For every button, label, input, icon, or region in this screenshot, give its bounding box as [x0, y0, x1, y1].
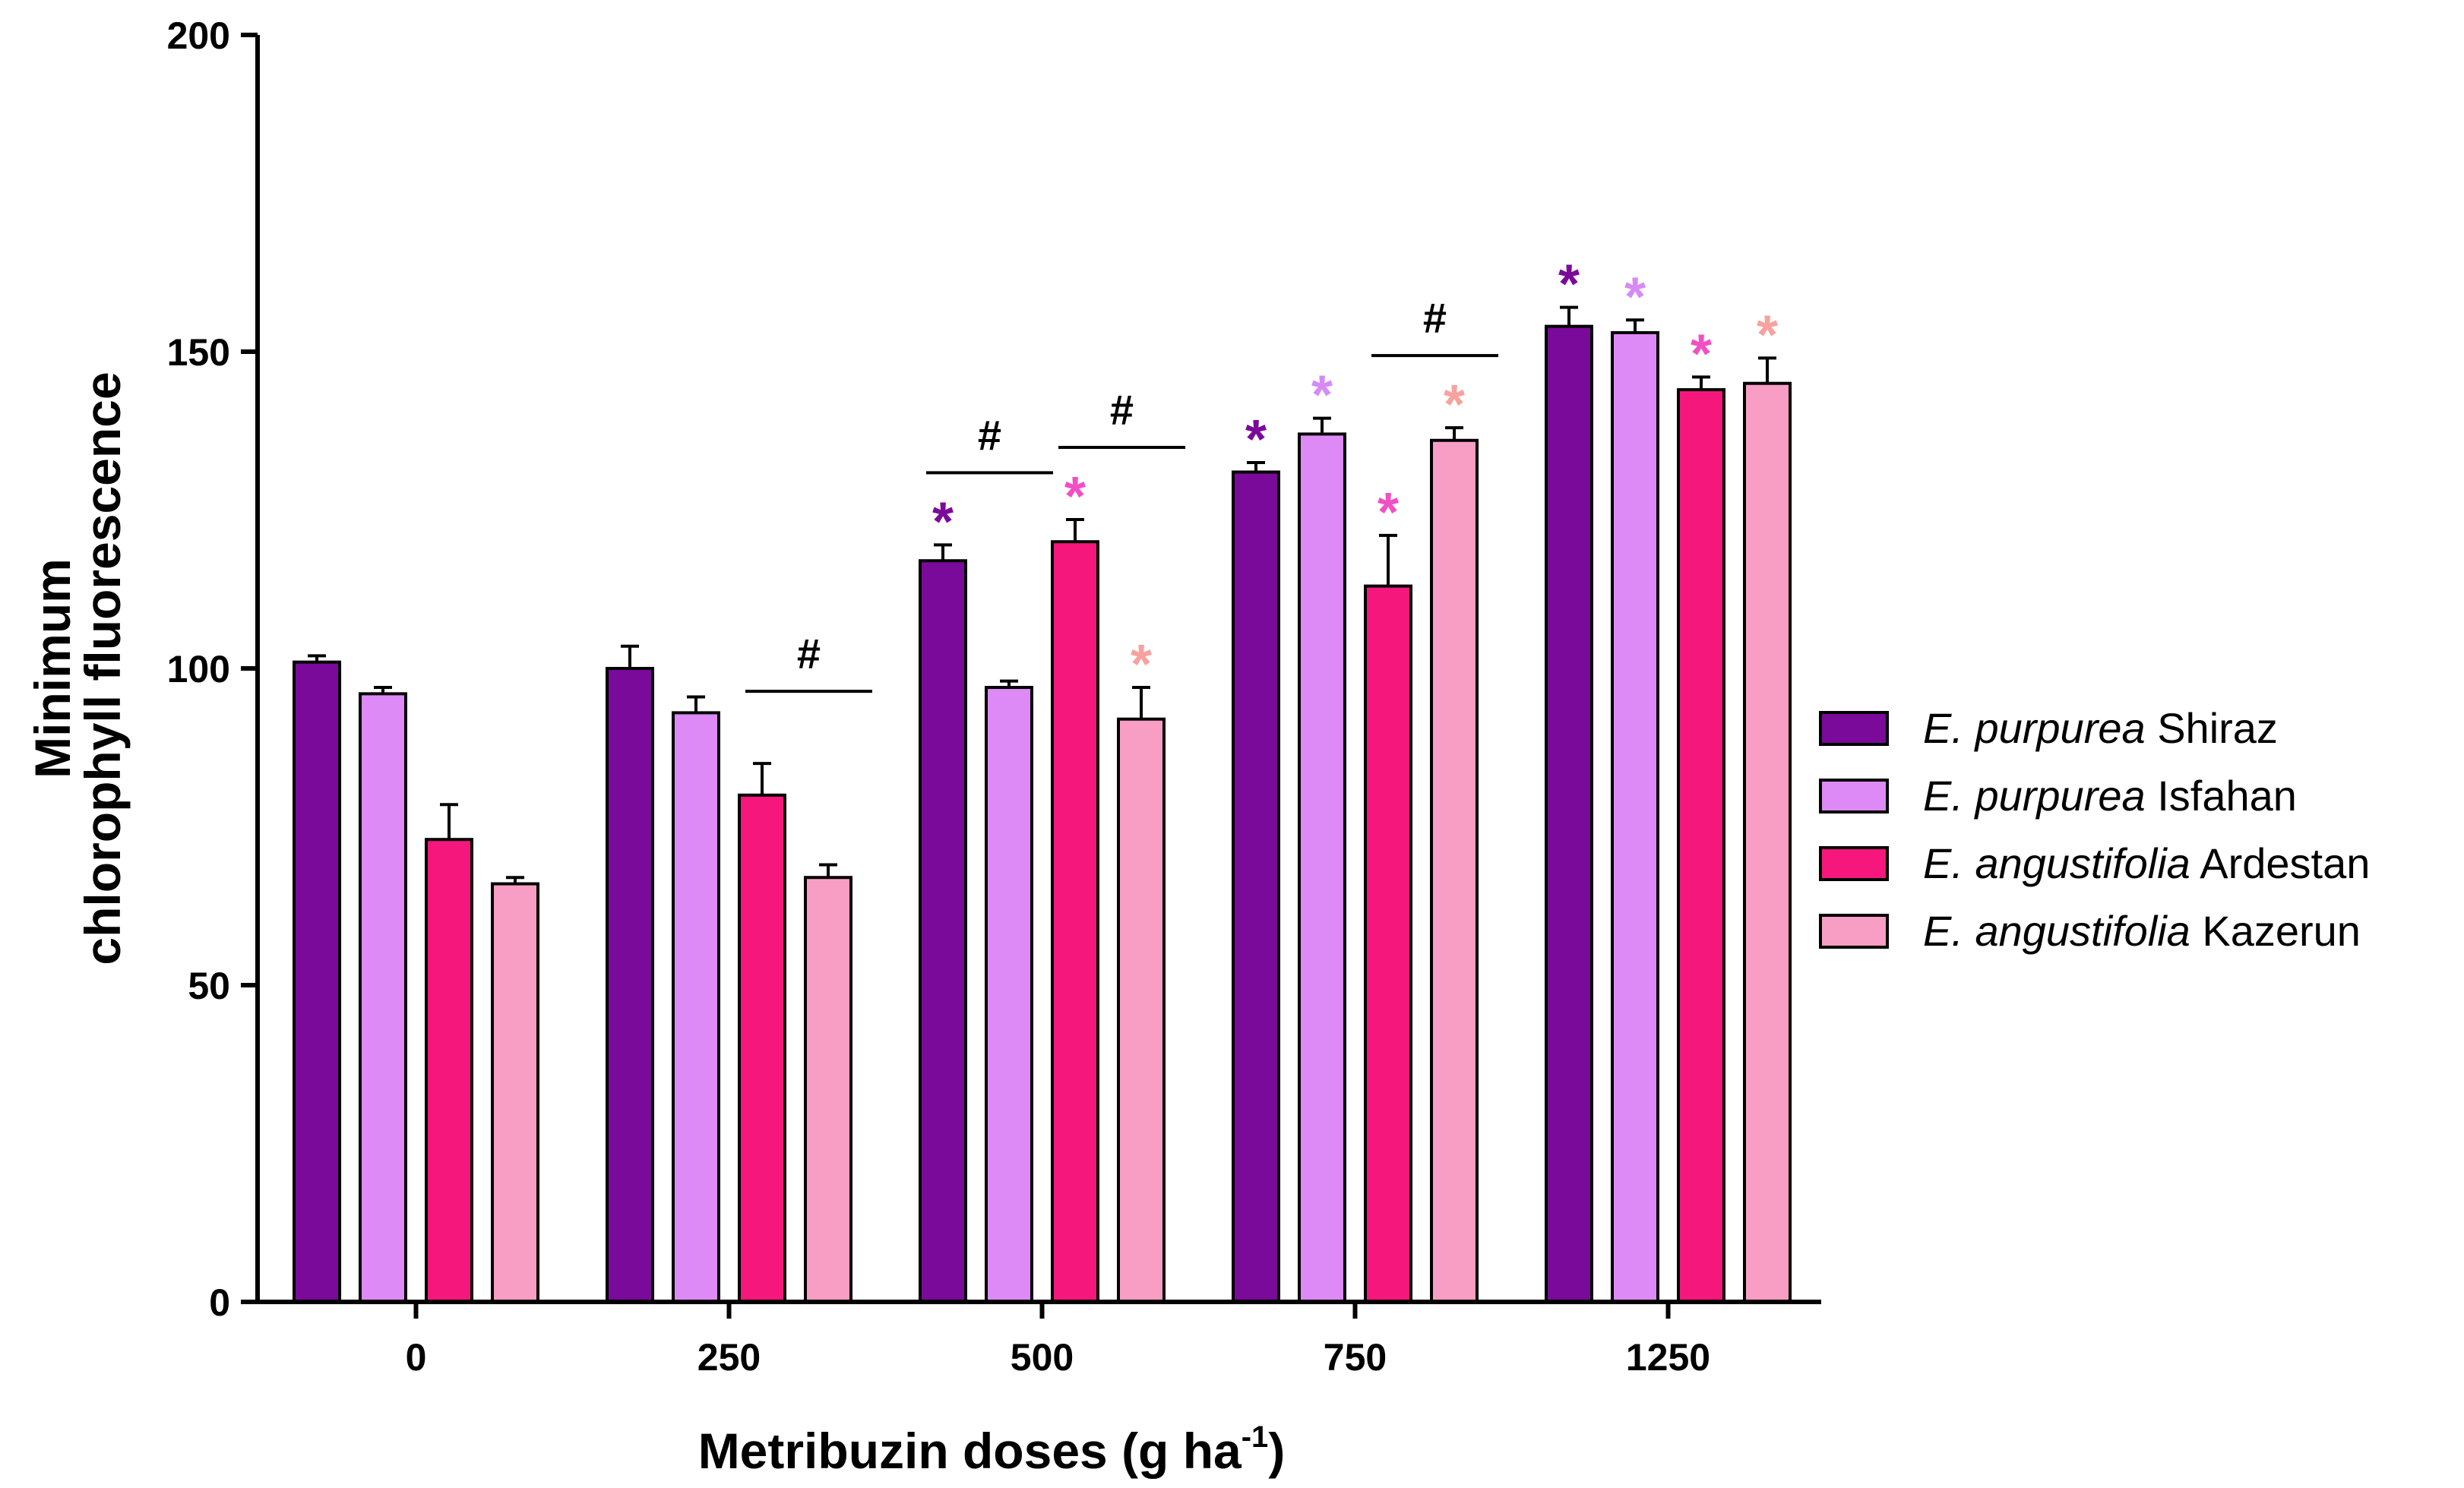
error-bar: [440, 803, 458, 840]
y-ticks: 0 50 100 150 200: [167, 14, 258, 1324]
y-tick-label: 200: [167, 14, 230, 57]
significance-hash: #: [926, 411, 1053, 475]
bar-1250-isfahan: [1611, 330, 1659, 1304]
significance-hash: #: [1371, 294, 1498, 358]
legend-swatch: [1819, 914, 1889, 949]
legend-label: E. purpurea Shiraz: [1923, 704, 2278, 752]
error-bar: [1313, 416, 1331, 434]
bar-1250-kazerun: [1743, 381, 1792, 1304]
x-axis-title: Metribuzin doses (g ha-1): [698, 1420, 1286, 1479]
error-bar: [506, 876, 524, 884]
bar-0-isfahan: [359, 692, 407, 1303]
significance-star: *: [1624, 267, 1646, 327]
legend-swatch: [1819, 711, 1889, 746]
bar-250-isfahan: [672, 711, 720, 1303]
legend-item-shiraz: E. purpurea Shiraz: [1819, 704, 2278, 752]
significance-star: *: [1757, 305, 1778, 365]
bar-1250-ardestan: [1677, 388, 1725, 1303]
significance-hash: #: [745, 630, 872, 693]
bar-0-shiraz: [293, 660, 341, 1303]
bar-500-ardestan: [1051, 540, 1099, 1303]
legend-item-ardestan: E. angustifolia Ardestan: [1819, 839, 2370, 887]
legend-label: E. angustifolia Ardestan: [1923, 839, 2370, 887]
y-tick-label: 100: [167, 648, 230, 690]
significance-star: *: [1064, 466, 1086, 527]
error-bar: [753, 762, 771, 795]
significance-star: *: [1558, 254, 1580, 315]
legend-label: E. purpurea Isfahan: [1923, 772, 2297, 820]
svg-text:#: #: [1423, 294, 1447, 342]
bar-250-kazerun: [804, 876, 852, 1303]
error-bar: [1000, 679, 1018, 688]
bar-250-shiraz: [606, 667, 654, 1303]
bar-500-kazerun: [1117, 717, 1166, 1303]
bar-500-shiraz: [919, 559, 967, 1303]
bar-0-ardestan: [425, 838, 473, 1304]
error-bar: [1066, 518, 1084, 542]
significance-star: *: [1444, 374, 1465, 435]
error-bar: [621, 644, 639, 668]
error-bar: [934, 543, 952, 561]
y-axis-title: Minimum chlorophyll fluorescence: [24, 371, 131, 965]
error-bar: [308, 654, 326, 662]
legend-item-kazerun: E. angustifolia Kazerun: [1819, 907, 2361, 955]
error-bar: [1626, 318, 1644, 333]
y-axis-title-line2: chlorophyll fluorescence: [74, 371, 131, 965]
error-bars-layer: [308, 305, 1776, 884]
significance-star: *: [1245, 409, 1267, 470]
bar-750-ardestan: [1364, 584, 1412, 1303]
legend-swatch: [1819, 846, 1889, 881]
significance-star: *: [1131, 634, 1152, 695]
bar-250-ardestan: [738, 793, 786, 1304]
legend-item-isfahan: E. purpurea Isfahan: [1819, 772, 2297, 820]
svg-text:#: #: [978, 411, 1001, 459]
error-bar: [819, 863, 837, 878]
legend-label: E. angustifolia Kazerun: [1923, 907, 2361, 955]
error-bar: [1247, 460, 1265, 472]
error-bar: [1692, 375, 1710, 390]
error-bar: [687, 695, 705, 713]
x-ticks: 0 250 500 750 1250: [406, 1302, 1710, 1379]
significance-star: *: [1311, 365, 1333, 426]
bar-1250-shiraz: [1545, 324, 1593, 1303]
significance-star: *: [1377, 482, 1399, 543]
significance-hash: #: [1058, 386, 1185, 450]
error-bar: [1445, 426, 1463, 441]
bar-750-kazerun: [1430, 438, 1479, 1303]
bar-0-kazerun: [491, 882, 539, 1304]
legend: E. purpurea Shiraz E. purpurea Isfahan E. …: [1819, 704, 2370, 955]
error-bar: [1132, 686, 1150, 719]
significance-star: *: [932, 491, 954, 552]
error-bar: [1560, 305, 1578, 327]
error-bar: [1758, 356, 1776, 384]
y-tick-label: 0: [209, 1281, 230, 1324]
significance-star: *: [1691, 324, 1712, 384]
x-tick-label: 750: [1324, 1336, 1387, 1379]
error-bar: [374, 686, 392, 694]
x-tick-label: 0: [406, 1336, 427, 1379]
error-bar: [1379, 533, 1397, 586]
y-axis-title-line1: Minimum: [24, 558, 81, 779]
significance-layer: * * * * * * * * * * * # # # #: [745, 254, 1778, 695]
x-tick-label: 250: [697, 1336, 761, 1379]
x-tick-label: 1250: [1626, 1336, 1710, 1379]
svg-text:#: #: [1110, 386, 1134, 434]
y-tick-label: 50: [188, 965, 230, 1007]
y-tick-label: 150: [167, 331, 230, 374]
x-tick-label: 500: [1011, 1336, 1074, 1379]
bar-500-isfahan: [985, 686, 1033, 1303]
legend-swatch: [1819, 779, 1889, 814]
bar-750-isfahan: [1298, 432, 1346, 1303]
svg-text:#: #: [797, 630, 821, 678]
bar-750-shiraz: [1232, 470, 1280, 1304]
